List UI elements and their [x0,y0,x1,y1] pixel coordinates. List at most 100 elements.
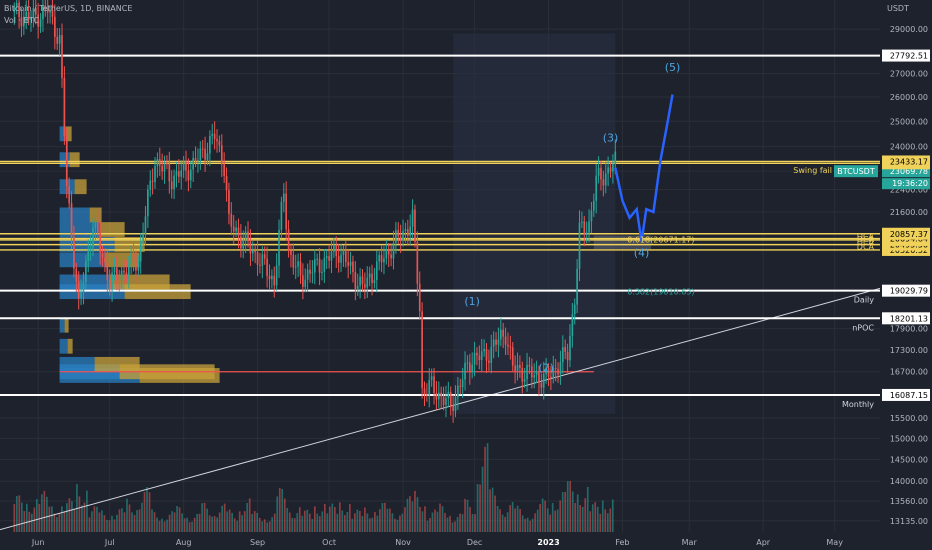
candle-body [194,158,197,161]
time-axis[interactable]: Jun Jul Aug Sep Oct Nov Dec 2023 Feb Mar Apr May [0,532,932,550]
price-axis[interactable]: 13135.00 13560.00 14000.00 14500.00 15000.00… [880,0,932,550]
candle-body [402,230,404,241]
candle-body [280,201,283,230]
candle-body [328,256,330,261]
candle-body [337,256,340,263]
candle-body [228,190,230,214]
volume-bar [511,502,514,532]
volume-bar [426,520,429,532]
price-axis-tag [882,312,930,325]
candle-body [54,16,56,37]
volume-bar [121,508,123,532]
candle-body [178,171,180,177]
volume-bar [96,506,98,532]
candle-body [406,229,409,236]
volume-bar [454,521,456,532]
candle-body [256,252,259,265]
volume-bar [268,521,271,532]
candle-body [526,364,528,380]
candle-body [333,244,335,252]
candle-body [161,165,164,172]
volume-bar [439,503,441,532]
candle-body [63,77,66,136]
volume-bar [606,513,609,532]
volume-profile-bar-down [99,222,125,237]
candle-body [192,158,195,170]
candle-body [82,282,85,292]
volume-bar [231,512,233,532]
elliott-wave-label: (3) [603,131,619,144]
candle-body [542,373,545,388]
candle-body [142,234,144,243]
candle-body [340,254,342,263]
volume-profile-bar-up [59,338,68,354]
price-axis-tick: 22400.00 [890,185,928,194]
volume-bar [484,446,486,532]
candle-body [223,164,226,176]
price-axis-tick: 21600.00 [890,208,928,217]
candle-body [604,173,607,186]
dca-label: DCA [857,235,875,244]
volume-profile-bar-down [94,356,140,372]
volume-bar [273,513,276,532]
volume-bar [579,505,582,532]
candle-body [106,262,109,280]
candle-body [87,250,90,261]
volume-bar [414,490,416,532]
candle-body [218,141,221,146]
volume-bar [446,517,449,532]
volume-bar [133,515,136,532]
volume-bar [196,513,198,532]
candle-body [447,391,450,399]
volume-bar [366,513,369,532]
candle-body [478,355,481,360]
candle-body [452,405,454,411]
candle-body [46,8,49,13]
candle-body [609,167,612,172]
volume-bar [434,509,436,532]
candle-body [547,368,550,377]
candle-body [552,368,555,378]
candle-body [437,392,440,400]
volume-bar [106,519,108,532]
candle-body [480,351,483,360]
time-axis-tick: Nov [395,538,411,547]
volume-bar [464,498,466,532]
candle-body [397,230,400,237]
candle-body [445,398,447,405]
volume-bar [389,508,391,532]
volume-bar [316,513,319,532]
annotations: (1) (2) (3) (4) (5) 0.618(20671.17) 0.382(1901… [464,61,878,375]
volume-bar [221,505,223,532]
candle-body [590,210,593,222]
volume-profile-bar-down [74,179,87,195]
candle-body [359,276,361,286]
candle-body [597,167,600,176]
volume-bar [536,509,539,532]
candle-body [492,339,495,347]
volume-bar [544,500,547,532]
volume-bar [569,480,572,532]
price-axis-tick: 17300.00 [890,346,928,355]
candle-body [230,213,233,227]
volume-bar [524,518,526,532]
candle-body [366,277,369,288]
volume-bar [404,507,406,532]
volume-bar [131,512,133,532]
volume-bar [469,507,471,532]
candle-body [528,364,531,367]
volume-profile-bar-down [69,152,80,168]
volume-bar [576,494,579,532]
candle-body [495,339,497,345]
volume-bar [479,484,481,532]
volume-bar [339,502,341,532]
candle-body [404,229,407,231]
candle-body [44,6,47,9]
candle-body [507,344,509,347]
volume-bar [36,499,38,532]
candle-body [509,346,512,348]
countdown-tag [882,178,930,190]
candle-body [132,253,135,263]
candle-body [39,19,42,27]
